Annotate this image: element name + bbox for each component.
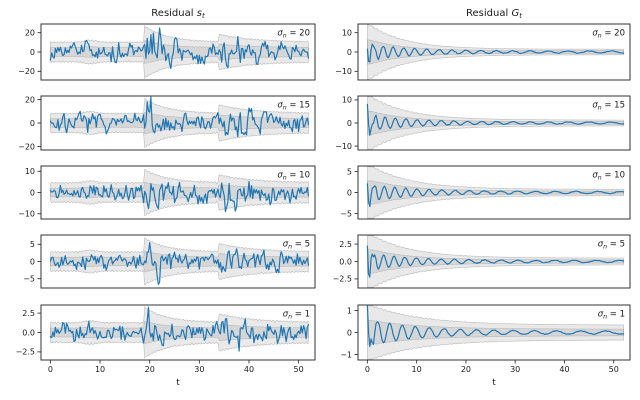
x-tick-label: 30 [194,365,204,374]
x-axis-label: t [176,378,180,388]
y-tick-label: −20 [18,142,35,151]
y-tick-label: 0.0 [22,328,35,337]
residual-line [49,180,310,213]
residual-line [366,43,625,63]
y-tick-label: −10 [18,210,35,219]
x-tick-label: 50 [294,365,304,374]
uncertainty-band-outer [367,235,624,288]
sigma-annotation: σn = 15 [592,101,625,112]
y-tick-label: 1 [347,306,352,315]
x-tick-label: 0 [365,365,370,374]
y-tick-label: 0 [347,188,352,197]
y-tick-label: −20 [18,67,35,76]
uncertainty-band-outer [50,24,309,80]
panel-s-sigma-15: 20 0 −20 σn = 15 [18,95,316,151]
uncertainty-band-outer [367,166,624,219]
sigma-annotation: σn = 15 [277,101,310,112]
sigma-annotation: σn = 5 [598,240,625,251]
x-tick-label: 20 [145,365,155,374]
panel-G-sigma-1: 10−1σn = 10 10 20 30 40 50t [340,304,631,388]
panel-G-sigma-20: 10 0 −10 σn = 20 [335,23,631,81]
y-tick-label: 20 [25,28,35,37]
y-tick-label: 0 [347,48,352,57]
residual-line [366,103,625,136]
y-tick-label: −5 [23,275,35,284]
residual-line [49,96,310,138]
x-tick-label: 10 [412,365,422,374]
panel-G-sigma-15: 10 0 −10 σn = 15 [335,95,631,151]
sigma-annotation: σn = 10 [277,171,310,182]
y-tick-label: 5 [347,167,352,176]
y-tick-label: −10 [335,142,352,151]
y-tick-label: −2.5 [16,348,35,357]
uncertainty-band-outer [50,98,309,148]
x-axis-label: t [492,378,496,388]
y-tick-label: 5 [30,240,35,249]
x-tick-label: 30 [510,365,520,374]
panel-s-sigma-20: 20 0 −20 σn = 20 [18,23,316,81]
x-tick-label: 40 [559,365,569,374]
x-tick-label: 40 [244,365,254,374]
sigma-annotation: σn = 1 [283,310,310,321]
sigma-annotation: σn = 20 [277,29,310,40]
x-tick-label: 0 [48,365,53,374]
x-tick-label: 10 [95,365,105,374]
uncertainty-band-outer [50,306,309,359]
y-tick-label: 10 [342,28,352,37]
y-tick-label: 10 [25,167,35,176]
panel-s-sigma-5: 5 0 −5 σn = 5 [23,234,316,289]
residual-line [366,245,625,278]
uncertainty-band-outer [367,305,624,360]
y-tick-label: 0 [347,119,352,128]
y-tick-label: −2.5 [333,275,352,284]
uncertainty-band-inner [367,320,624,345]
x-tick-label: 20 [461,365,471,374]
residual-line [366,183,625,208]
y-tick-label: 20 [25,95,35,104]
uncertainty-band-inner [367,249,624,274]
uncertainty-band-inner [50,111,309,135]
panel-s-sigma-1: 2.5 0.0 −2.5 σn = 1 0 10 20 30 40 50 t [16,304,316,388]
y-tick-label: −10 [335,67,352,76]
residual-line [49,306,310,352]
y-tick-label: 0 [30,48,35,57]
y-tick-label: 2.5 [339,240,352,249]
uncertainty-band-outer [367,96,624,150]
y-tick-label: 0 [30,188,35,197]
x-tick-label: 50 [609,365,619,374]
y-tick-label: 0 [347,328,352,337]
residual-line [366,305,625,348]
uncertainty-band-inner [367,180,624,205]
y-tick-label: 0 [30,119,35,128]
panel-G-sigma-5: 2.5 0.0 −2.5 σn = 5 [333,234,631,289]
y-tick-label: −5 [340,209,352,218]
y-tick-label: 0.0 [339,257,352,266]
column-title: Residual Gt [466,8,522,20]
sigma-annotation: σn = 20 [592,29,625,40]
sigma-annotation: σn = 5 [283,240,310,251]
panel-s-sigma-10: 10 0 −10 σn = 10 [18,165,316,220]
y-tick-label: 2.5 [22,309,35,318]
uncertainty-band-outer [50,169,309,216]
uncertainty-band-outer [367,24,624,80]
sigma-annotation: σn = 10 [592,171,625,182]
column-title: Residual st [151,8,205,20]
y-tick-label: 10 [342,96,352,105]
y-tick-label: 0 [30,257,35,266]
residual-line [49,242,310,285]
uncertainty-band-outer [50,237,309,286]
residual-line [49,27,310,70]
sigma-annotation: σn = 1 [598,310,625,321]
panel-G-sigma-10: 5 0 −5 σn = 10 [340,165,631,220]
y-tick-label: −1 [340,350,352,359]
